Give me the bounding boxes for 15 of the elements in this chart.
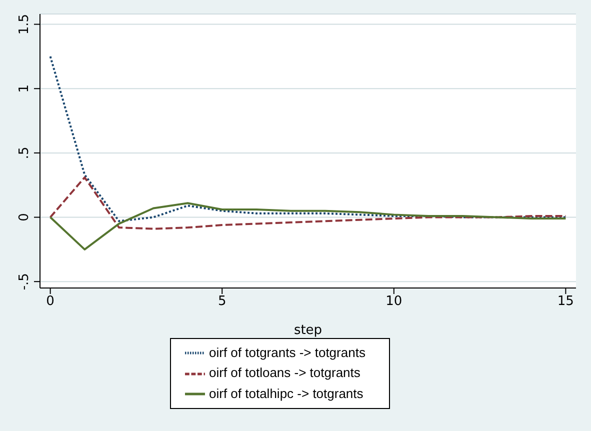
x-tick-label: 10 <box>386 294 402 310</box>
x-tick-label: 15 <box>557 294 574 310</box>
line-series <box>49 55 567 222</box>
y-tick-label: 1.5 <box>17 14 32 35</box>
line-series <box>49 202 567 250</box>
y-tick-label: 0 <box>17 213 32 222</box>
x-tick-label: 5 <box>218 294 226 310</box>
y-tick-label: 1 <box>17 84 32 93</box>
y-tick-label: .5 <box>17 146 32 160</box>
y-tick-label: -.5 <box>17 273 32 290</box>
legend-label: oirf of totgrants -> totgrants <box>209 345 366 360</box>
legend-label: oirf of totloans -> totgrants <box>209 365 360 380</box>
x-axis-title: step <box>294 323 322 338</box>
legend-label: oirf of totalhipc -> totgrants <box>209 386 364 401</box>
x-tick-label: 0 <box>46 294 54 310</box>
